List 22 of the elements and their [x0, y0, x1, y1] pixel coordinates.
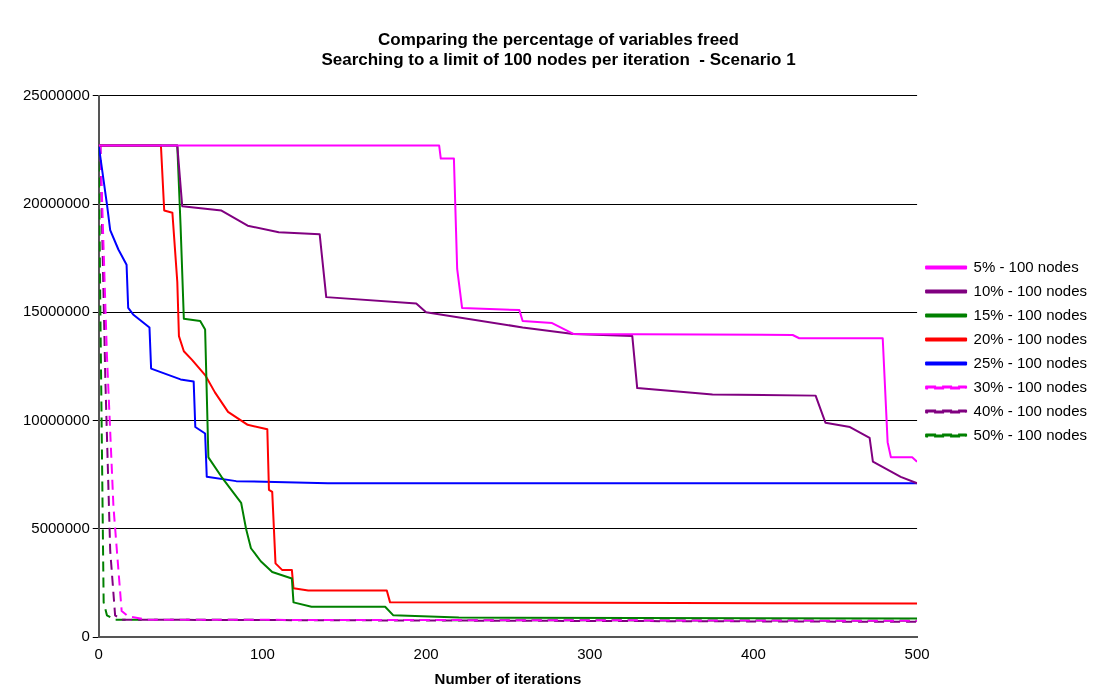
y-tick-label: 10000000 [22, 410, 90, 428]
y-tick-label: 0 [81, 627, 90, 645]
y-tick-label: 25000000 [22, 85, 90, 103]
legend-label: 25% - 100 nodes [973, 353, 1088, 371]
legend-label: 30% - 100 nodes [973, 377, 1088, 395]
x-tick-label: 400 [740, 645, 766, 663]
legend-label: 15% - 100 nodes [973, 305, 1088, 323]
legend-label: 5% - 100 nodes [973, 257, 1079, 275]
legend-label: 10% - 100 nodes [973, 281, 1088, 299]
chart-title: Comparing the percentage of variables freed Searching to a limit of 100 nodes per iteration - Scenario 1 [321, 29, 796, 70]
legend-label: 40% - 100 nodes [973, 401, 1088, 419]
x-tick-label: 0 [94, 645, 103, 663]
y-tick-label: 5000000 [31, 518, 90, 536]
x-tick-label: 100 [249, 645, 275, 663]
y-tick-label: 15000000 [22, 302, 90, 320]
x-tick-label: 500 [904, 645, 930, 663]
x-tick-label: 200 [413, 645, 439, 663]
y-tick-label: 20000000 [22, 194, 90, 212]
x-axis-title: Number of iterations [434, 670, 582, 688]
legend-label: 20% - 100 nodes [973, 329, 1088, 347]
x-tick-label: 300 [577, 645, 603, 663]
legend-label: 50% - 100 nodes [973, 425, 1088, 443]
